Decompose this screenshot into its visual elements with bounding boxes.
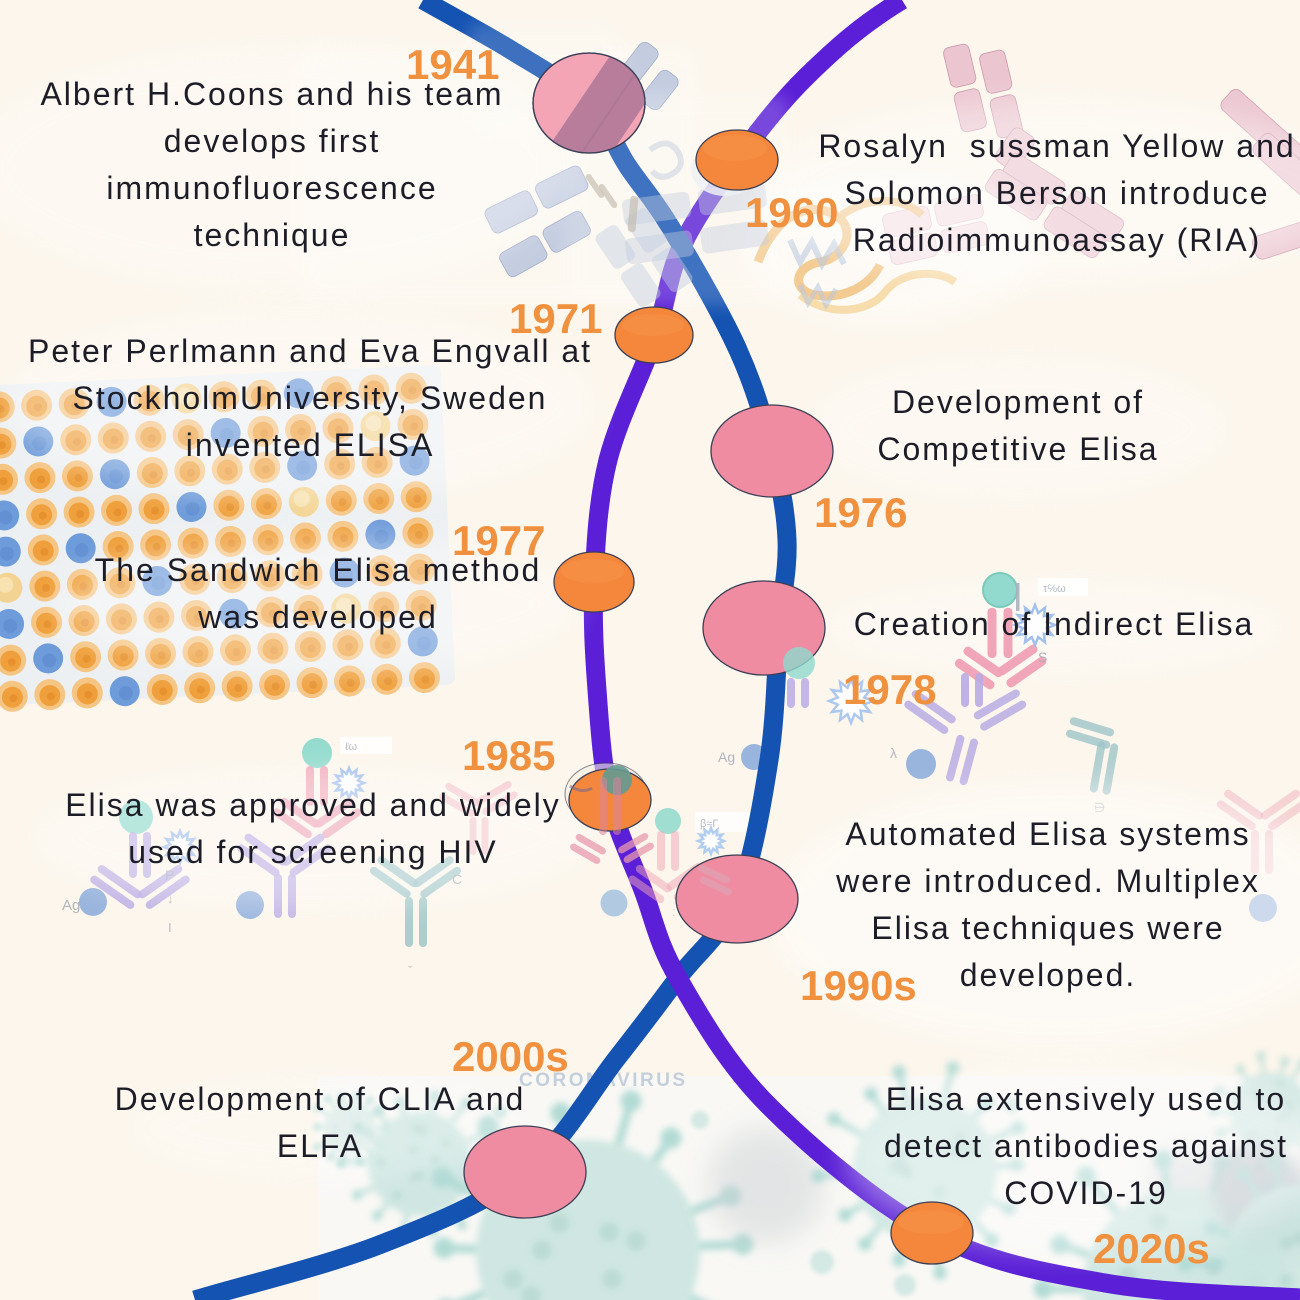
- svg-text:↓: ↓: [167, 891, 174, 906]
- svg-text:λ: λ: [890, 745, 897, 761]
- svg-text:ℓω: ℓω: [345, 741, 358, 753]
- svg-text:Ag: Ag: [62, 897, 80, 914]
- svg-text:τ℅ω: τ℅ω: [1043, 583, 1066, 595]
- svg-text:S: S: [1038, 649, 1047, 665]
- svg-text:ˇ: ˇ: [408, 963, 413, 978]
- svg-text:I: I: [168, 920, 172, 935]
- svg-text:Ag: Ag: [718, 749, 735, 765]
- svg-text:β≈Γ: β≈Γ: [700, 818, 718, 830]
- svg-text:ː: ː: [672, 904, 676, 919]
